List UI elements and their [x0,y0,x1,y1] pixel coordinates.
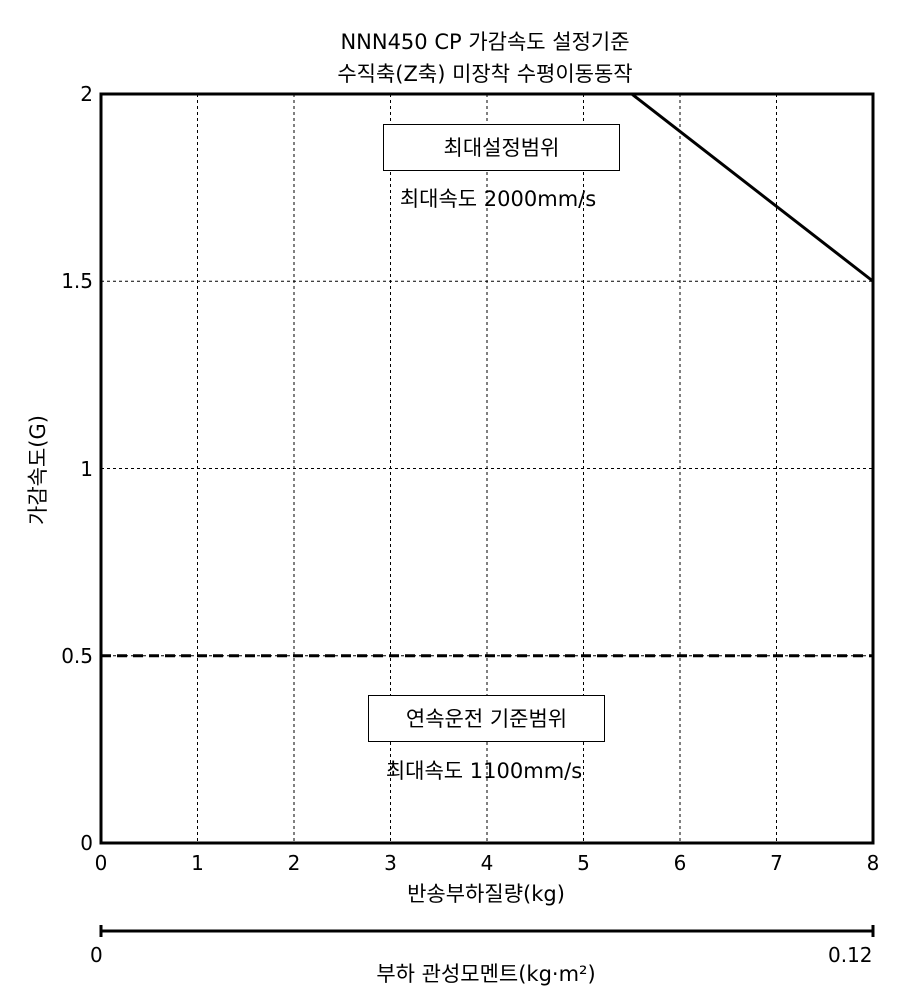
y-tick-label: 0 [80,831,93,855]
x-tick-label: 4 [480,851,494,875]
x-axis-label: 반송부하질량(kg) [407,882,565,906]
max-speed-1100-note: 최대속도 1100mm/s [385,759,583,783]
chart-title: NNN450 CP 가감속도 설정기준 [340,30,630,54]
max-setting-range-box: 최대설정범위 [383,124,620,171]
x-tick-label: 6 [673,851,687,875]
secondary-axis-label: 부하 관성모멘트(kg·m²) [376,962,596,986]
y-tick-label: 1 [80,456,93,481]
max-speed-2000-note: 최대속도 2000mm/s [399,187,597,211]
secondary-axis-max-label: 0.12 [828,943,873,967]
y-tick-label: 1.5 [61,269,93,294]
x-tick-label: 0 [94,851,108,875]
series-group [101,92,874,658]
chart-subtitle: 수직축(Z축) 미장착 수평이동동작 [337,62,633,86]
x-tick-label: 1 [191,851,204,875]
y-tick-label: 2 [80,82,93,106]
max-setting-limit-line [630,92,874,283]
secondary-axis [99,925,875,937]
x-tick-label: 2 [287,851,301,875]
x-tick-label: 7 [770,851,783,875]
y-tick-label: 0.5 [61,643,93,668]
continuous-range-box: 연속운전 기준범위 [368,695,605,742]
x-tick-label: 8 [866,851,880,875]
x-tick-label: 3 [384,851,397,875]
y-axis-label: 가감속도(G) [26,415,50,525]
plot-frame [99,92,875,845]
secondary-axis-min-label: 0 [90,943,103,967]
x-tick-label: 5 [577,851,590,875]
